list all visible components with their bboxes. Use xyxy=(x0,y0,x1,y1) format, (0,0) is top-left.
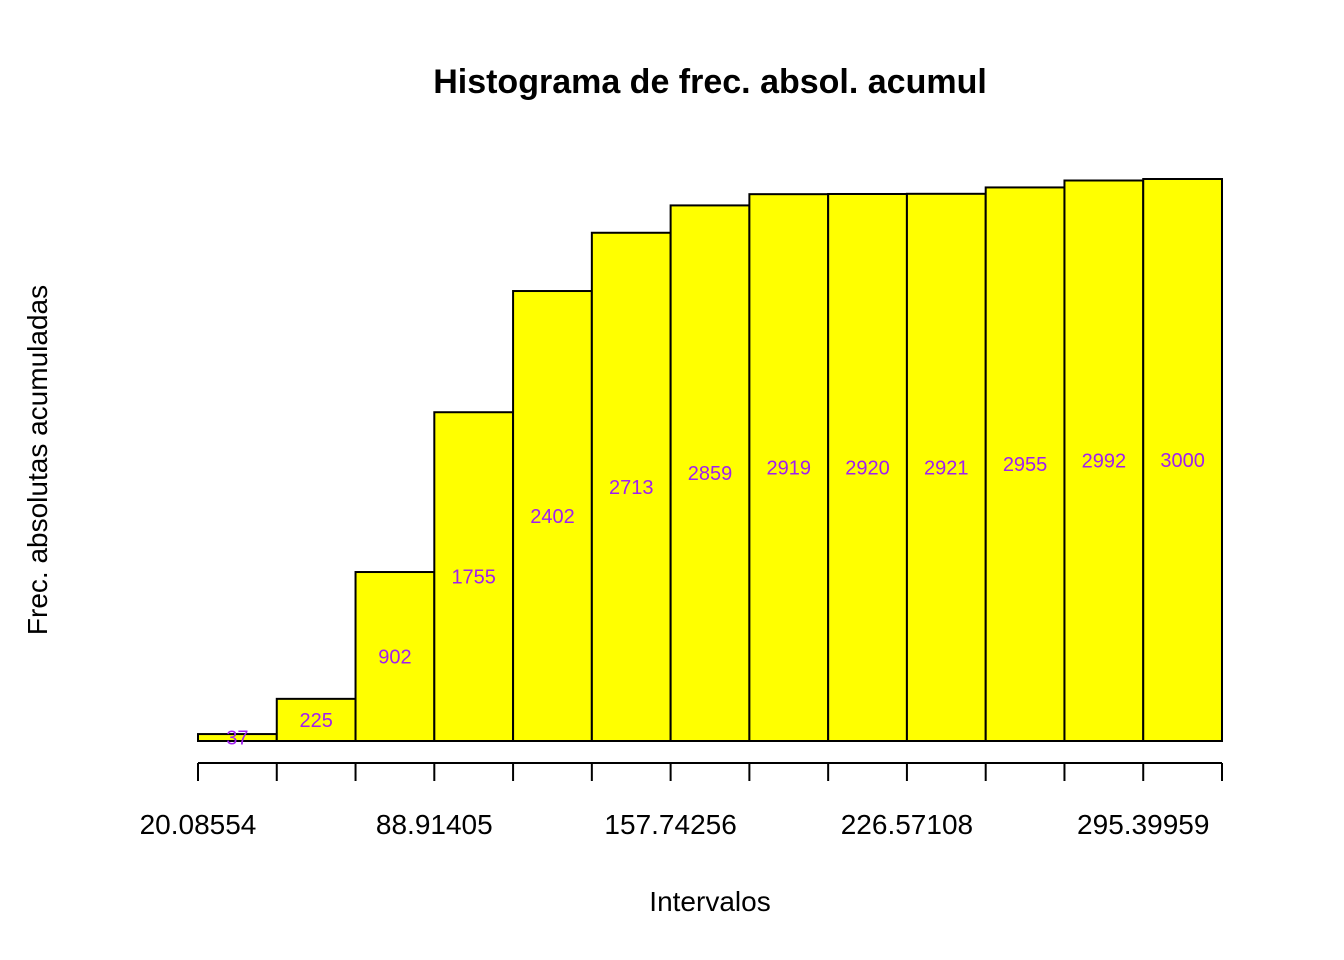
bar-10 xyxy=(984,186,1066,742)
bar-labels-group: 37 225 902 1755 2402 2713 2859 2919 2920 2921 2955… xyxy=(226,450,1205,750)
bar-label-4: 2402 xyxy=(530,506,575,528)
bar-7 xyxy=(748,193,830,742)
bar-label-5: 2713 xyxy=(609,477,654,499)
x-axis-label: Intervalos xyxy=(649,886,770,917)
y-axis-label: Frec. absolutas acumuladas xyxy=(22,285,53,635)
x-tick-label-4: 295.39959 xyxy=(1077,809,1209,840)
bar-label-6: 2859 xyxy=(688,463,733,485)
bar-label-11: 2992 xyxy=(1082,451,1127,473)
bar-11 xyxy=(1063,179,1145,743)
bar-label-7: 2919 xyxy=(767,458,812,480)
bar-5 xyxy=(590,231,672,742)
bar-9 xyxy=(905,192,987,743)
bar-label-3: 1755 xyxy=(451,567,496,589)
bar-label-12: 3000 xyxy=(1160,450,1205,472)
x-tick-label-2: 157.74256 xyxy=(604,809,736,840)
x-tick-label-0: 20.08554 xyxy=(140,809,257,840)
bar-label-9: 2921 xyxy=(924,457,969,479)
x-tick-label-3: 226.57108 xyxy=(841,809,973,840)
bar-6 xyxy=(669,204,751,742)
chart-title: Histograma de frec. absol. acumul xyxy=(433,63,987,101)
x-tick-label-1: 88.91405 xyxy=(376,809,493,840)
bars-group xyxy=(197,178,1223,743)
bar-label-2: 902 xyxy=(378,647,411,669)
bar-label-8: 2920 xyxy=(845,457,890,479)
bar-8 xyxy=(827,192,908,742)
x-axis: 20.08554 88.91405 157.74256 226.57108 295.39… xyxy=(140,762,1223,840)
bar-label-0: 37 xyxy=(226,728,248,750)
bar-label-10: 2955 xyxy=(1003,454,1048,476)
bar-12 xyxy=(1142,178,1223,742)
bar-label-1: 225 xyxy=(299,710,332,732)
bar-2 xyxy=(354,571,436,742)
